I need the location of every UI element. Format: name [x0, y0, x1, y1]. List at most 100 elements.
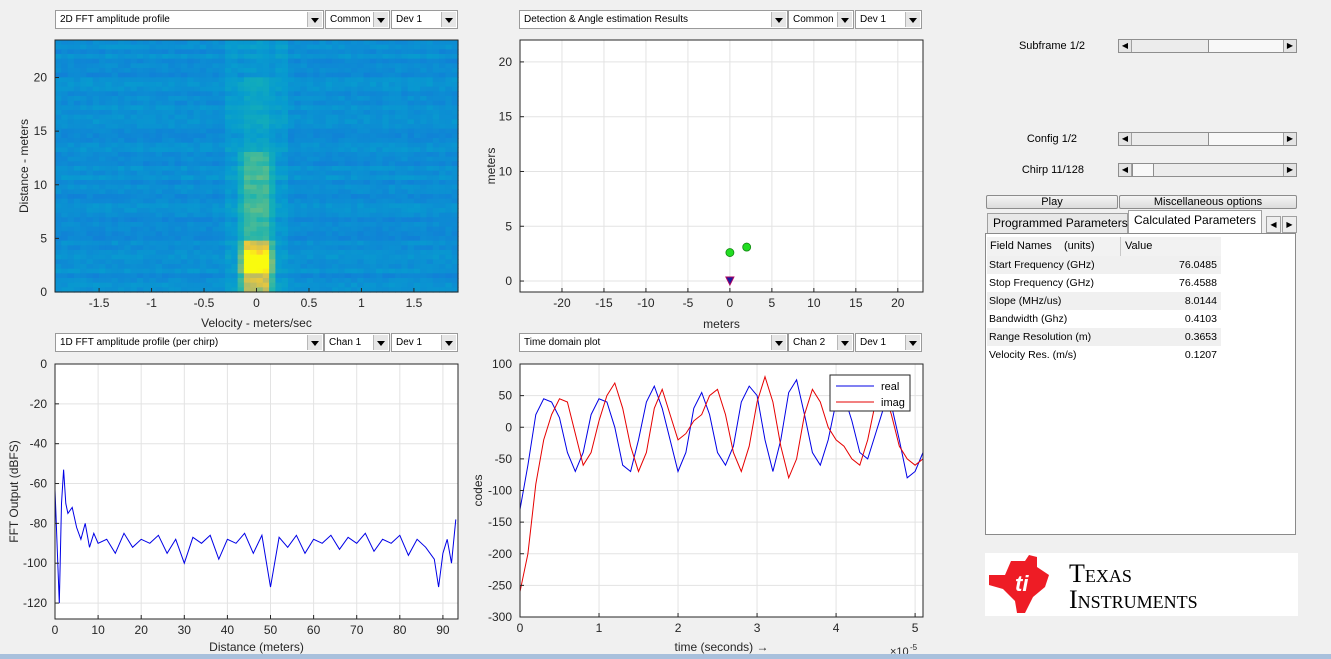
heatmap-cell: [401, 189, 409, 195]
heatmap-cell: [350, 58, 358, 64]
tab-programmed-parameters[interactable]: Programmed Parameters: [987, 213, 1128, 234]
heatmap-cell: [256, 63, 264, 69]
heatmap-cell: [369, 175, 377, 181]
plot-type-dropdown[interactable]: Time domain plot: [519, 333, 788, 352]
heatmap-cell: [86, 236, 94, 242]
heatmap-cell: [388, 166, 396, 172]
heatmap-cell: [369, 54, 377, 60]
heatmap-cell: [143, 100, 151, 106]
mode-dropdown[interactable]: Common: [325, 10, 390, 29]
arrow-right-icon[interactable]: ▶: [1283, 40, 1296, 52]
heatmap-cell: [117, 63, 125, 69]
heatmap-cell: [155, 250, 163, 256]
heatmap-cell: [92, 194, 100, 200]
table-row[interactable]: Velocity Res. (m/s) 0.1207: [987, 346, 1221, 364]
heatmap-cell: [388, 278, 396, 284]
heatmap-cell: [124, 175, 132, 181]
table-row[interactable]: Range Resolution (m) 0.3653: [987, 328, 1221, 346]
heatmap-cell: [357, 40, 365, 46]
heatmap-cell: [363, 44, 371, 50]
arrow-left-icon[interactable]: ◀: [1119, 40, 1132, 52]
heatmap-cell: [313, 245, 321, 251]
heatmap-cell: [420, 91, 428, 97]
heatmap-cell: [86, 166, 94, 172]
heatmap-cell: [124, 203, 132, 209]
heatmap-cell: [413, 54, 421, 60]
device-dropdown[interactable]: Dev 1: [855, 10, 922, 29]
heatmap-cell: [413, 86, 421, 92]
play-button[interactable]: Play: [986, 195, 1118, 209]
heatmap-cell: [92, 44, 100, 50]
heatmap-cell: [344, 189, 352, 195]
heatmap-cell: [407, 58, 415, 64]
plot-type-dropdown[interactable]: 2D FFT amplitude profile: [55, 10, 324, 29]
tab-scroll-left-icon[interactable]: ◀: [1266, 216, 1281, 233]
arrow-left-icon[interactable]: ◀: [1119, 133, 1132, 145]
heatmap-cell: [420, 250, 428, 256]
heatmap-cell: [388, 105, 396, 111]
heatmap-cell: [350, 40, 358, 46]
device-dropdown[interactable]: Dev 1: [855, 333, 922, 352]
heatmap-cell: [300, 142, 308, 148]
x-axis-label: meters: [703, 317, 740, 331]
heatmap-cell: [149, 44, 157, 50]
heatmap-cell: [149, 170, 157, 176]
heatmap-cell: [294, 268, 302, 274]
table-row[interactable]: Stop Frequency (GHz) 76.4588: [987, 274, 1221, 292]
table-row[interactable]: Start Frequency (GHz) 76.0485: [987, 256, 1221, 274]
heatmap-cell: [111, 138, 119, 144]
heatmap-cell: [344, 198, 352, 204]
heatmap-cell: [55, 287, 62, 293]
heatmap-cell: [332, 180, 339, 186]
plot-type-dropdown[interactable]: Detection & Angle estimation Results: [519, 10, 788, 29]
mode-dropdown[interactable]: Common: [788, 10, 854, 29]
heatmap-cell: [212, 198, 220, 204]
heatmap-cell: [395, 40, 402, 46]
slider-thumb[interactable]: [1132, 164, 1154, 176]
device-dropdown[interactable]: Dev 1: [391, 10, 458, 29]
heatmap-cell: [86, 119, 94, 125]
heatmap-cell: [117, 222, 125, 228]
heatmap-cell: [143, 156, 151, 162]
calculated-parameters-table[interactable]: Field Names (units) Value Start Frequenc…: [985, 233, 1296, 535]
chirp-slider[interactable]: ◀ ▶: [1118, 163, 1297, 177]
arrow-right-icon[interactable]: ▶: [1283, 164, 1296, 176]
heatmap-cell: [344, 82, 352, 88]
heatmap-cell: [439, 152, 447, 158]
arrow-left-icon[interactable]: ◀: [1119, 164, 1132, 176]
heatmap-cell: [243, 77, 251, 83]
channel-dropdown[interactable]: Chan 2: [788, 333, 854, 352]
misc-options-button[interactable]: Miscellaneous options: [1119, 195, 1297, 209]
heatmap-cell: [275, 180, 283, 186]
heatmap-cell: [136, 166, 144, 172]
heatmap-cell: [395, 287, 402, 293]
plot-type-dropdown[interactable]: 1D FFT amplitude profile (per chirp): [55, 333, 324, 352]
heatmap-cell: [237, 124, 245, 130]
subframe-slider[interactable]: ◀ ▶: [1118, 39, 1297, 53]
time-domain-plot[interactable]: 0 1 2 3 4 5100500-50-100-150-200-250-300time …: [470, 355, 940, 655]
heatmap-cell: [117, 152, 125, 158]
y-axis-label: meters: [484, 148, 498, 185]
slider-thumb[interactable]: [1208, 40, 1284, 52]
heatmap-cell: [363, 105, 371, 111]
y-tick-label: 0: [505, 274, 512, 288]
heatmap-cell: [168, 222, 176, 228]
table-row[interactable]: Bandwidth (Ghz) 0.4103: [987, 310, 1221, 328]
heatmap-cell: [262, 231, 270, 237]
heatmap-cell: [269, 240, 276, 246]
config-slider[interactable]: ◀ ▶: [1118, 132, 1297, 146]
heatmap-cell: [401, 287, 409, 293]
channel-dropdown[interactable]: Chan 1: [324, 333, 390, 352]
dropdown-value: 1D FFT amplitude profile (per chirp): [60, 337, 219, 348]
slider-thumb[interactable]: [1208, 133, 1284, 145]
heatmap-cell: [338, 156, 346, 162]
tab-scroll-right-icon[interactable]: ▶: [1282, 216, 1297, 233]
fft1d-plot[interactable]: 0 10 20 30 40 50 60 70 80 900-20-40-60-80-100-120…: [0, 355, 470, 655]
device-dropdown[interactable]: Dev 1: [391, 333, 458, 352]
tab-calculated-parameters[interactable]: Calculated Parameters: [1128, 210, 1262, 234]
table-row[interactable]: Slope (MHz/us) 8.0144: [987, 292, 1221, 310]
arrow-right-icon[interactable]: ▶: [1283, 133, 1296, 145]
heatmap-cell: [426, 156, 434, 162]
